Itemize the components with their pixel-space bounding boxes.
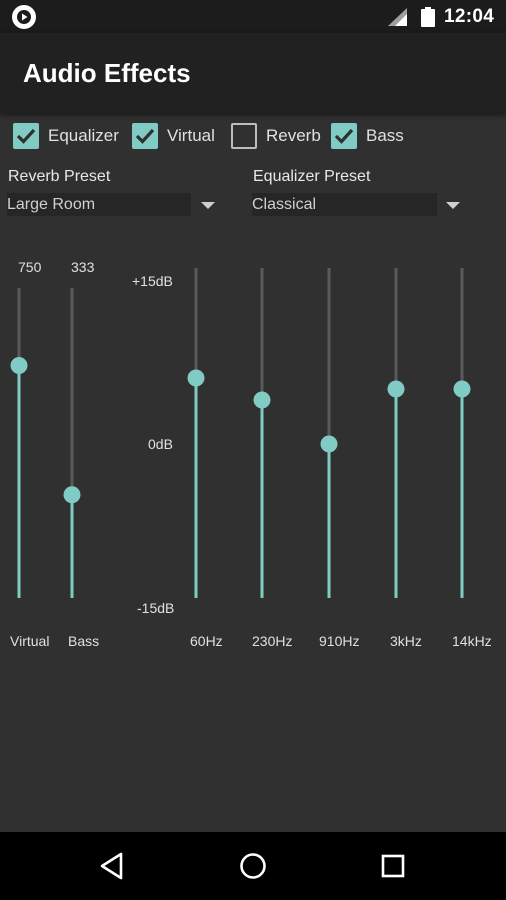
virtual-slider-label: Virtual (10, 633, 49, 649)
checkbox-checked-icon (13, 123, 39, 149)
virtual-level-value: 750 (18, 259, 41, 275)
chevron-down-icon[interactable] (446, 202, 460, 209)
reverb-checkbox[interactable]: Reverb (231, 122, 321, 150)
equalizer-preset-value: Classical (252, 196, 316, 213)
eq-band-230hz-thumb[interactable] (254, 392, 271, 409)
db-zero-label: 0dB (148, 436, 173, 452)
checkbox-unchecked-icon (231, 123, 257, 149)
eq-band-910hz-thumb[interactable] (321, 436, 338, 453)
status-bar: 12:04 (0, 0, 506, 33)
bass-slider-label: Bass (68, 633, 99, 649)
back-icon[interactable] (95, 848, 131, 884)
navigation-bar (0, 832, 506, 900)
bass-checkbox[interactable]: Bass (331, 122, 404, 150)
db-max-label: +15dB (132, 273, 173, 289)
band-label-910hz: 910Hz (319, 633, 359, 649)
virtual-checkbox-label: Virtual (167, 126, 215, 146)
home-icon[interactable] (235, 848, 271, 884)
recents-icon[interactable] (375, 848, 411, 884)
app-bar: Audio Effects (0, 33, 506, 113)
eq-band-60hz-thumb[interactable] (188, 370, 205, 387)
band-label-14khz: 14kHz (452, 633, 492, 649)
status-time: 12:04 (444, 6, 494, 28)
bass-checkbox-label: Bass (366, 126, 404, 146)
band-label-3khz: 3kHz (390, 633, 422, 649)
reverb-preset-title: Reverb Preset (8, 168, 110, 186)
level-slider-bass-thumb[interactable] (64, 486, 81, 503)
eq-band-3khz-thumb[interactable] (388, 381, 405, 398)
equalizer-preset-select[interactable]: Classical (252, 193, 437, 216)
virtual-checkbox[interactable]: Virtual (132, 122, 215, 150)
battery-icon (421, 7, 435, 27)
checkbox-checked-icon (331, 123, 357, 149)
bass-level-value: 333 (71, 259, 94, 275)
reverb-checkbox-label: Reverb (266, 126, 321, 146)
reverb-preset-select[interactable]: Large Room (7, 193, 191, 216)
chevron-down-icon[interactable] (201, 202, 215, 209)
equalizer-checkbox[interactable]: Equalizer (13, 122, 119, 150)
db-min-label: -15dB (137, 600, 174, 616)
equalizer-preset-title: Equalizer Preset (253, 168, 370, 186)
band-label-60hz: 60Hz (190, 633, 223, 649)
slider-canvas (0, 250, 506, 670)
page-title: Audio Effects (23, 58, 191, 89)
signal-icon (388, 8, 408, 26)
eq-band-14khz-thumb[interactable] (454, 381, 471, 398)
reverb-preset-value: Large Room (7, 196, 95, 213)
band-label-230hz: 230Hz (252, 633, 292, 649)
equalizer-panel: 750 333 +15dB 0dB -15dB Virtual Bass 60H… (0, 250, 506, 670)
equalizer-checkbox-label: Equalizer (48, 126, 119, 146)
level-slider-virtual-thumb[interactable] (11, 357, 28, 374)
app-notification-icon (12, 5, 36, 29)
checkbox-checked-icon (132, 123, 158, 149)
